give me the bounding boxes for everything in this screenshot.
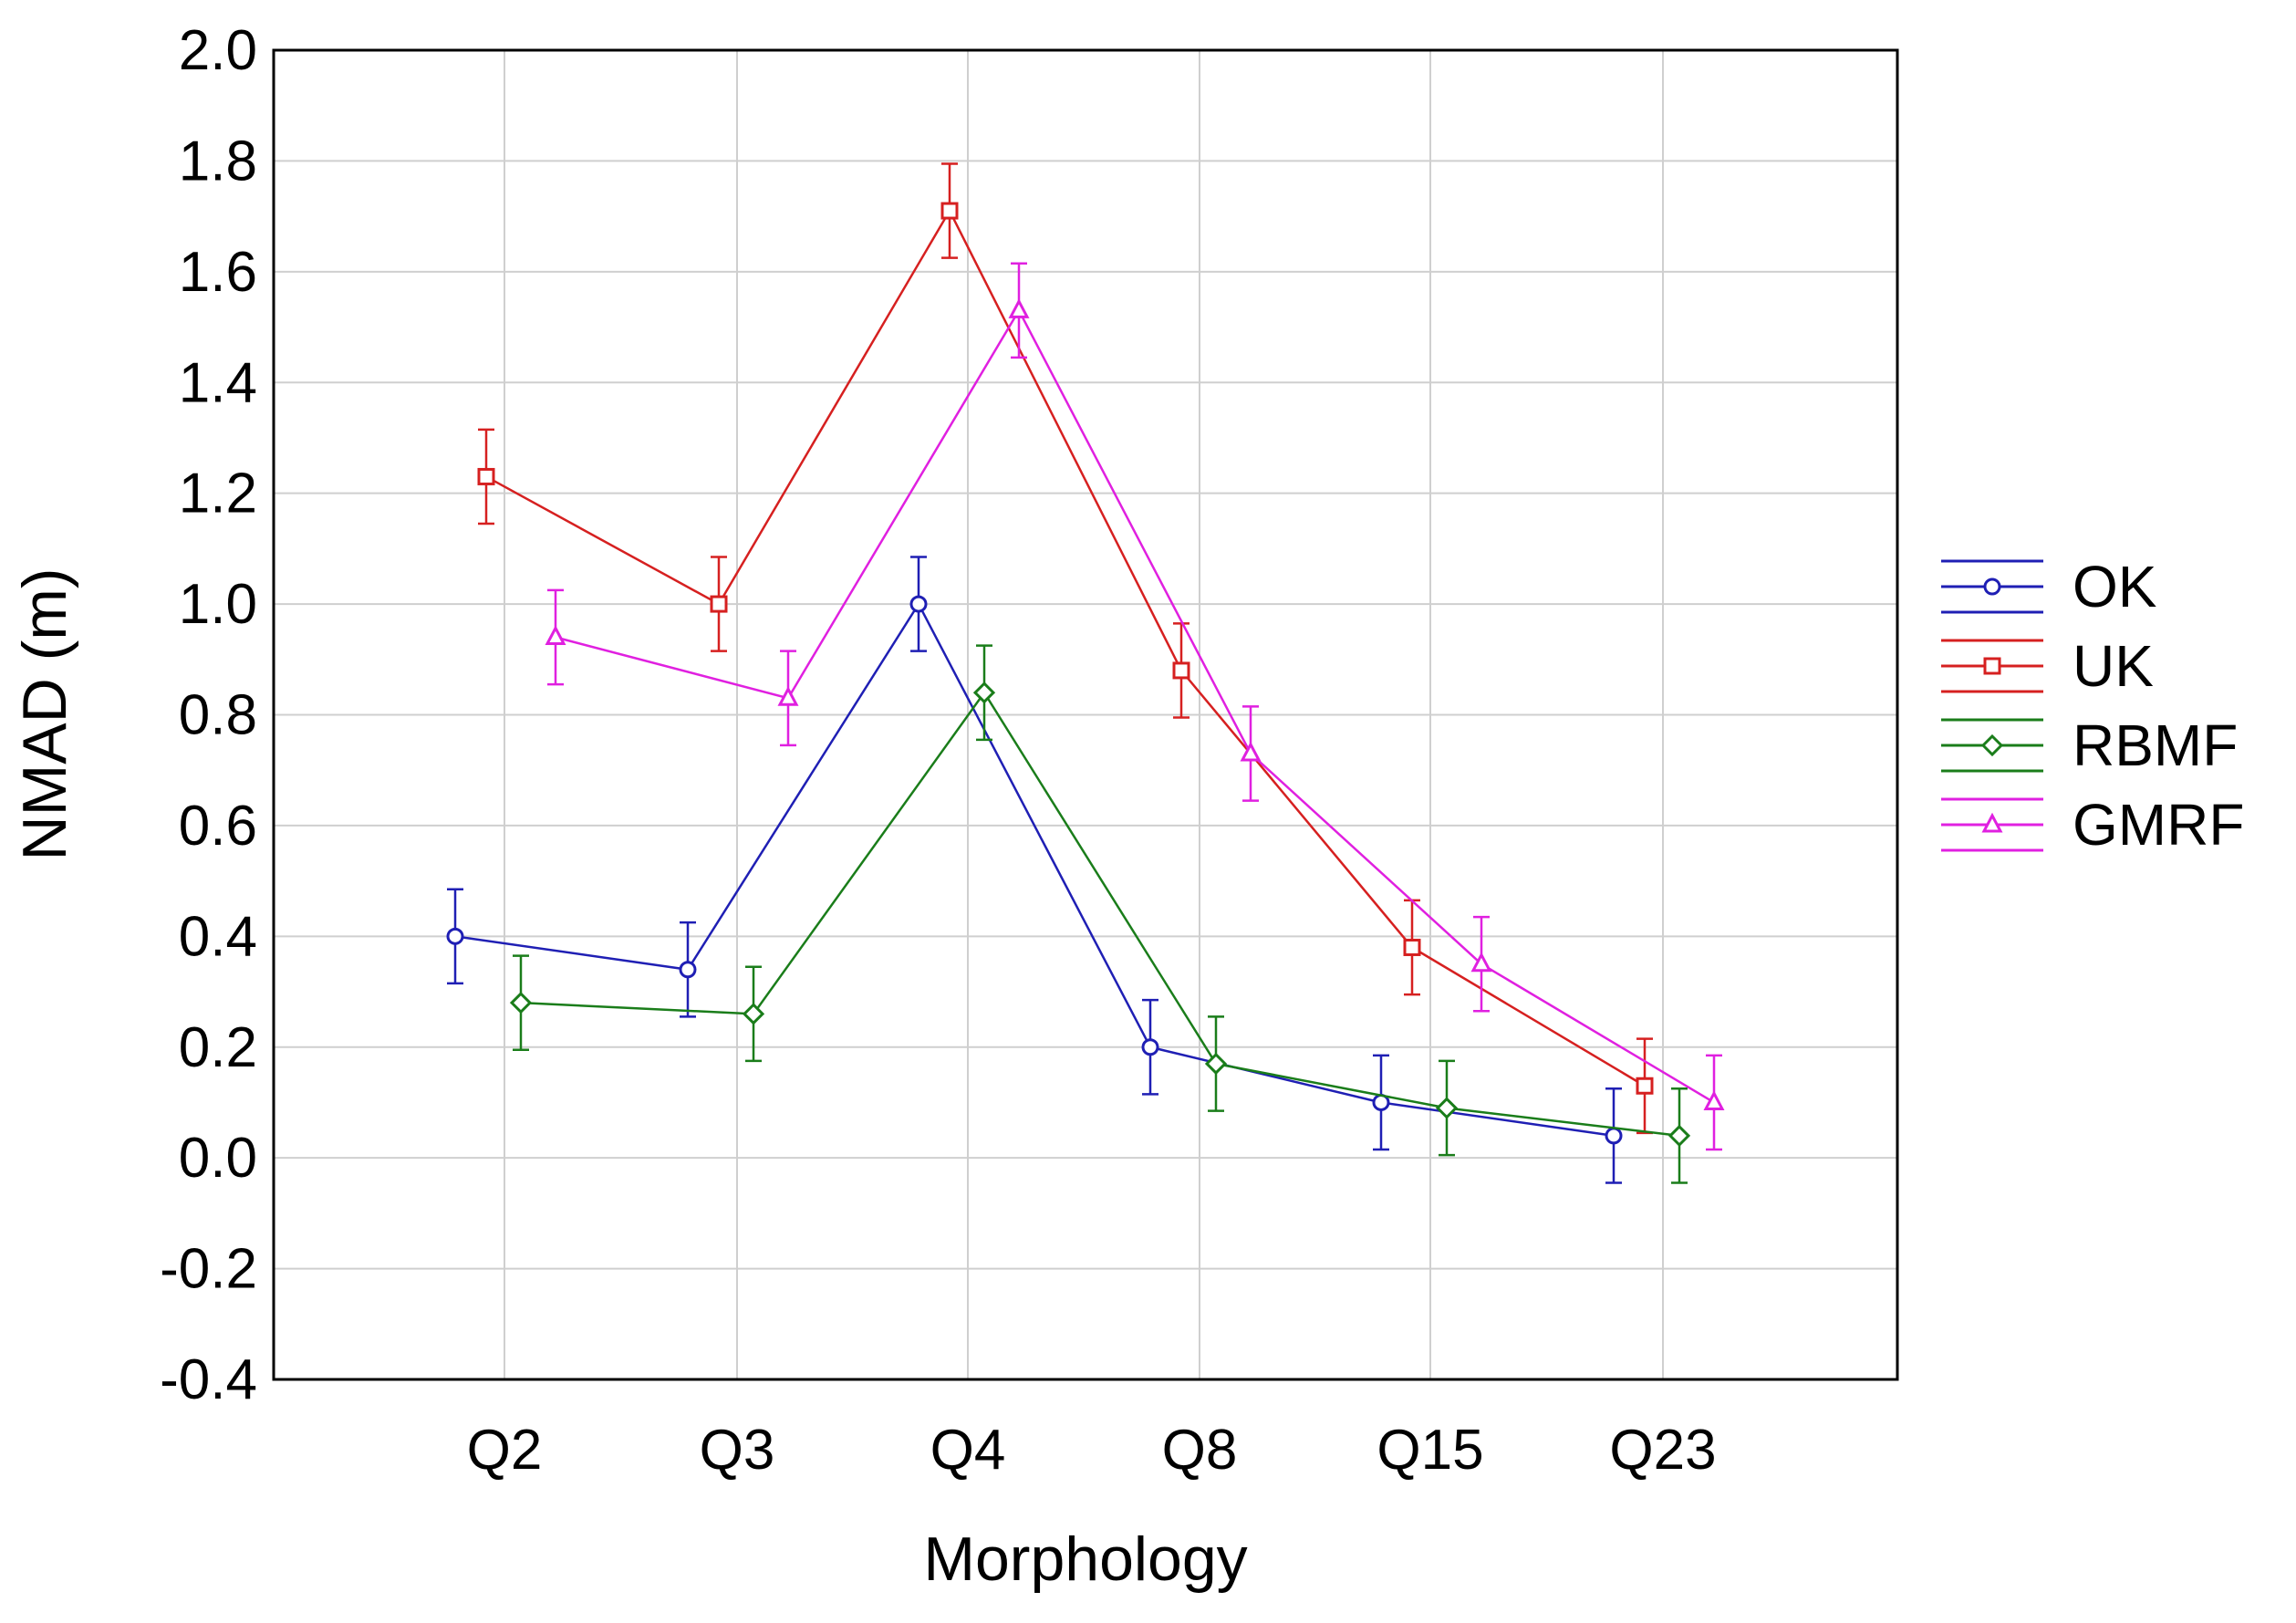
legend-item-rbmf: RBMF (1941, 713, 2238, 778)
legend-marker (1980, 733, 2004, 757)
series-layer (446, 162, 1725, 1184)
x-tick-label: Q2 (467, 1419, 543, 1482)
series-line (454, 601, 1615, 1138)
x-axis-ticks: Q2 Q3 Q4 Q8 Q15 Q23 (467, 1419, 1717, 1482)
x-tick-label: Q15 (1377, 1419, 1483, 1482)
data-point (1667, 1124, 1691, 1148)
y-tick-label: 1.0 (179, 573, 257, 636)
data-point (545, 625, 566, 646)
legend-label: OK (2073, 554, 2156, 619)
legend-marker (1981, 812, 2003, 833)
legend: OK UK RBMF GMRF (1941, 554, 2244, 858)
data-point (1435, 1097, 1459, 1119)
y-axis-ticks: -0.4 -0.2 0.0 0.2 0.4 0.6 0.8 1.0 1.2 1.4 1.6 1.8 2.… (160, 19, 257, 1411)
y-tick-label: 0.0 (179, 1127, 257, 1190)
y-tick-label: 0.2 (179, 1016, 257, 1079)
x-tick-label: Q23 (1609, 1419, 1716, 1482)
data-point (972, 681, 996, 704)
legend-label: UK (2073, 633, 2154, 699)
grid (274, 49, 1897, 1380)
series-rbmf (509, 644, 1691, 1184)
y-tick-label: 0.4 (179, 905, 257, 968)
legend-marker (1983, 577, 2001, 596)
series-line (485, 208, 1646, 1087)
plot-frame (272, 48, 1899, 1381)
y-axis-title: NMAD (m) (10, 567, 79, 860)
data-point (909, 595, 928, 613)
data-point (477, 467, 495, 485)
data-point (1403, 938, 1421, 956)
data-point (1240, 741, 1262, 762)
data-point (1172, 661, 1190, 680)
data-point (1470, 952, 1492, 973)
data-point (1008, 298, 1030, 318)
legend-label: GMRF (2073, 792, 2244, 858)
y-tick-label: 0.6 (179, 795, 257, 858)
x-tick-label: Q8 (1162, 1419, 1238, 1482)
data-point (679, 961, 697, 979)
data-point (710, 595, 728, 613)
y-tick-label: -0.2 (160, 1238, 257, 1301)
x-tick-label: Q3 (700, 1419, 775, 1482)
data-point (1605, 1127, 1623, 1145)
data-point (446, 927, 464, 945)
data-point (777, 686, 799, 706)
y-tick-label: 1.2 (179, 463, 257, 525)
y-tick-label: 1.6 (179, 241, 257, 304)
data-point (1204, 1052, 1228, 1076)
data-point (1141, 1038, 1159, 1056)
y-tick-label: 2.0 (179, 19, 257, 82)
y-tick-label: 1.8 (179, 130, 257, 192)
legend-marker (1983, 657, 2001, 675)
legend-item-ok: OK (1941, 554, 2156, 619)
data-point (509, 992, 533, 1014)
data-point (1703, 1090, 1725, 1110)
series-line (555, 307, 1715, 1104)
legend-item-uk: UK (1941, 633, 2154, 699)
series-ok (446, 556, 1623, 1184)
y-tick-label: -0.4 (160, 1348, 257, 1411)
data-point (742, 1003, 765, 1025)
legend-item-gmrf: GMRF (1941, 792, 2244, 858)
y-tick-label: 0.8 (179, 684, 257, 747)
legend-label: RBMF (2073, 713, 2238, 778)
series-line (520, 690, 1680, 1138)
series-uk (477, 162, 1654, 1135)
x-tick-label: Q4 (930, 1419, 1006, 1482)
y-tick-label: 1.4 (179, 351, 257, 414)
series-gmrf (545, 262, 1725, 1151)
data-point (1636, 1077, 1654, 1095)
data-point (940, 202, 959, 220)
x-axis-title: Morphology (923, 1524, 1247, 1594)
